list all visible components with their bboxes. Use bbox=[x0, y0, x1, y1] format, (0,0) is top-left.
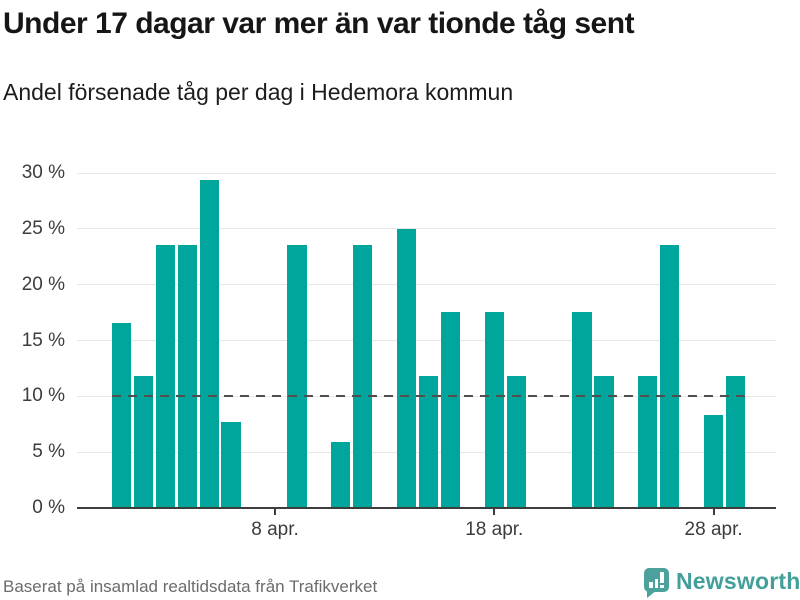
bar-apr-6 bbox=[221, 422, 241, 507]
x-tick-18 bbox=[493, 509, 496, 515]
bar-apr-22 bbox=[572, 311, 592, 507]
y-tick-label: 15 % bbox=[21, 329, 65, 351]
gridline-25 bbox=[77, 228, 776, 230]
source-note: Baserat på insamlad realtidsdata från Tr… bbox=[3, 577, 378, 596]
bar-apr-29 bbox=[725, 376, 746, 507]
y-tick-label: 25 % bbox=[21, 217, 65, 239]
bar-chart: 0 % 5 % 10 % 15 % 20 % 25 % 30 % 8 apr. 18 apr. 2… bbox=[21, 162, 776, 540]
bar-apr-15 bbox=[418, 376, 439, 507]
bar-apr-9 bbox=[287, 244, 307, 507]
bar-apr-14 bbox=[396, 228, 417, 507]
speech-bubble-tail bbox=[647, 590, 657, 598]
gridline-15 bbox=[77, 340, 776, 341]
gridline-20 bbox=[77, 284, 776, 286]
bar-apr-26 bbox=[660, 244, 680, 507]
bar-apr-19 bbox=[506, 376, 526, 507]
x-tick-label: 8 apr. bbox=[251, 519, 299, 540]
bar-apr-11 bbox=[331, 442, 351, 507]
bar-apr-16 bbox=[440, 311, 461, 507]
bar-apr-4 bbox=[177, 244, 197, 507]
page-title: Under 17 dagar var mer än var tionde tåg… bbox=[3, 7, 635, 40]
x-tick-label: 18 apr. bbox=[465, 519, 524, 540]
newsworthy-logo: Newsworthy bbox=[644, 565, 800, 600]
bar-apr-1 bbox=[111, 322, 132, 507]
y-tick-label: 10 % bbox=[21, 385, 65, 407]
bar-apr-12 bbox=[353, 244, 373, 507]
bar-apr-25 bbox=[638, 376, 658, 507]
x-tick-28 bbox=[712, 509, 715, 515]
bar-apr-3 bbox=[155, 244, 175, 507]
bar-apr-23 bbox=[594, 376, 614, 507]
x-tick-label: 28 apr. bbox=[684, 519, 743, 540]
bar-apr-18 bbox=[484, 311, 504, 507]
x-axis-line bbox=[77, 507, 776, 509]
bar-apr-28 bbox=[703, 415, 724, 507]
newsworthy-logo-icon bbox=[644, 568, 669, 592]
gridline-30 bbox=[77, 172, 776, 174]
reference-line-10pct bbox=[111, 395, 746, 398]
y-tick-label: 0 % bbox=[32, 497, 65, 518]
bar-apr-5 bbox=[199, 179, 219, 507]
chart-subtitle: Andel försenade tåg per dag i Hedemora k… bbox=[3, 79, 514, 105]
newsworthy-logo-text: Newsworthy bbox=[676, 568, 800, 594]
y-tick-label: 30 % bbox=[21, 162, 65, 183]
y-tick-label: 20 % bbox=[21, 273, 65, 295]
y-tick-label: 5 % bbox=[32, 441, 65, 463]
bar-apr-2 bbox=[133, 376, 154, 507]
x-tick-8 bbox=[274, 509, 276, 515]
